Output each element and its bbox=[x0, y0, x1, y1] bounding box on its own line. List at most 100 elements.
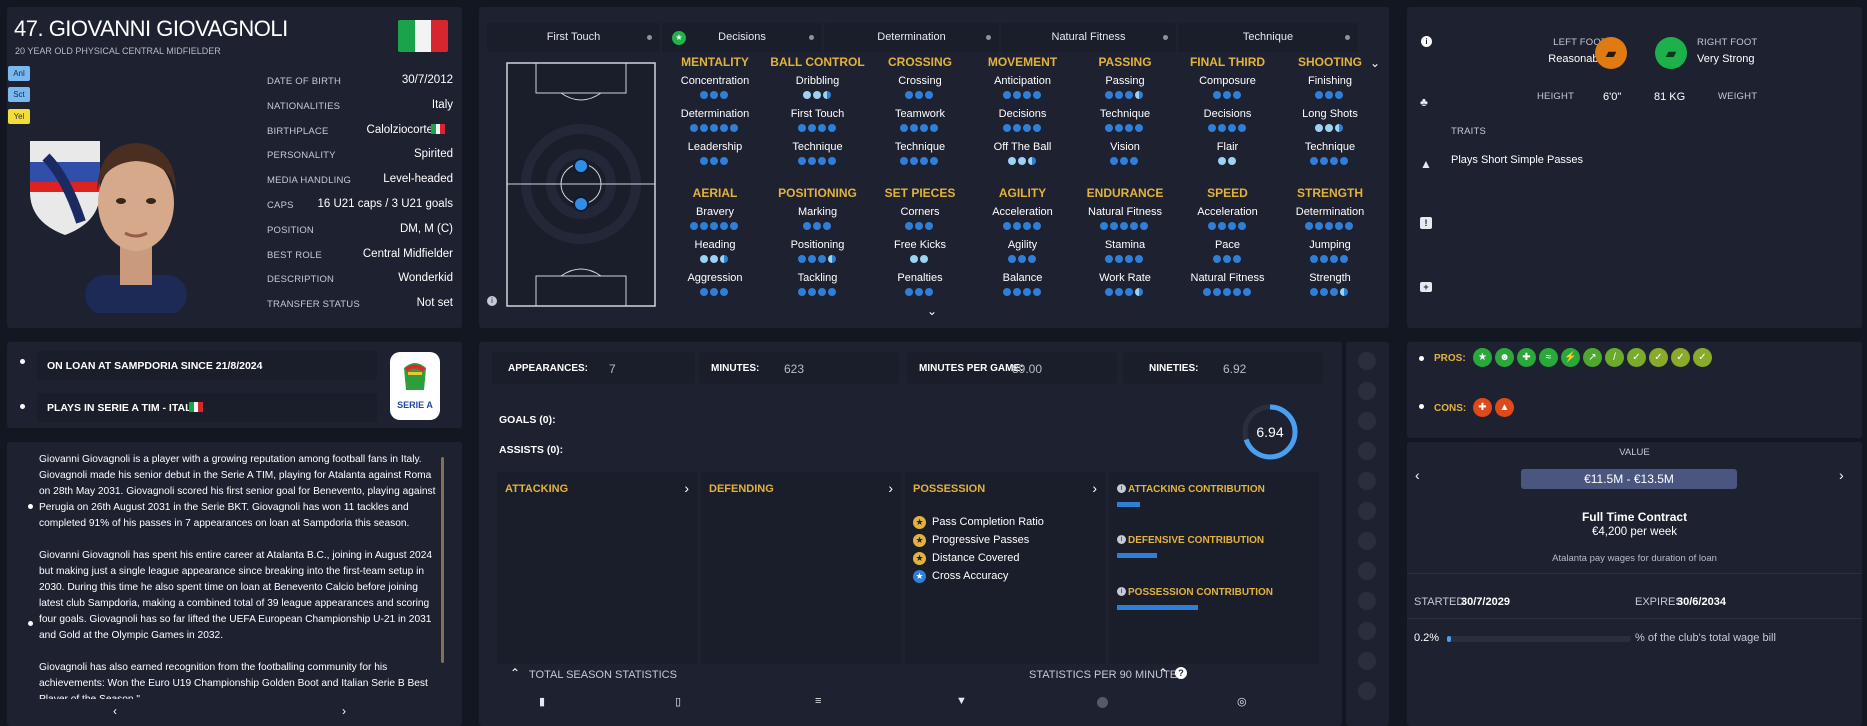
attribute-name[interactable]: Corners bbox=[900, 206, 940, 218]
attribute-name[interactable]: First Touch bbox=[790, 108, 845, 120]
chevron-up-icon[interactable]: ⌃ bbox=[1158, 666, 1169, 680]
info-icon[interactable]: i bbox=[1421, 36, 1432, 47]
boot-icon[interactable]: ▲ bbox=[1420, 157, 1432, 171]
attribute-name[interactable]: Vision bbox=[1110, 141, 1140, 153]
chevron-down-icon[interactable]: ⌄ bbox=[927, 304, 938, 318]
side-nav-icon[interactable] bbox=[1358, 412, 1376, 430]
runner-icon[interactable]: ≈ bbox=[1539, 348, 1558, 367]
league-row[interactable]: PLAYS IN SERIE A TIM - ITALY bbox=[37, 393, 377, 422]
target-icon[interactable]: ◎ bbox=[1237, 696, 1247, 708]
attribute-name[interactable]: Positioning bbox=[790, 239, 845, 251]
attribute-name[interactable]: Acceleration bbox=[1197, 206, 1258, 218]
attribute-name[interactable]: Anticipation bbox=[994, 75, 1051, 87]
tab-determination[interactable]: Determination bbox=[824, 23, 999, 52]
info-icon[interactable]: i bbox=[487, 296, 497, 306]
side-nav-icon[interactable] bbox=[1358, 382, 1376, 400]
alert-icon[interactable]: ! bbox=[1420, 217, 1432, 229]
attribute-name[interactable]: Finishing bbox=[1307, 75, 1353, 87]
tag-yel[interactable]: Yel bbox=[8, 109, 30, 124]
attribute-name[interactable]: Decisions bbox=[1203, 108, 1252, 120]
attribute-name[interactable]: Flair bbox=[1216, 141, 1239, 153]
side-nav-icon[interactable] bbox=[1358, 472, 1376, 490]
boot-icon[interactable]: / bbox=[1605, 348, 1624, 367]
defending-card[interactable]: DEFENDING › bbox=[701, 472, 901, 664]
attribute-name[interactable]: Free Kicks bbox=[894, 239, 946, 251]
attribute-name[interactable]: Jumping bbox=[1309, 239, 1351, 251]
shirt-icon[interactable]: ▼ bbox=[956, 695, 967, 707]
attribute-name[interactable]: Strength bbox=[1309, 272, 1351, 284]
card-icon[interactable]: ▯ bbox=[675, 696, 682, 708]
cross-icon[interactable]: ✚ bbox=[1517, 348, 1536, 367]
tackle-icon[interactable]: ⚡ bbox=[1561, 348, 1580, 367]
side-nav-icon[interactable] bbox=[1358, 652, 1376, 670]
side-nav-icon[interactable] bbox=[1358, 532, 1376, 550]
side-nav-icon[interactable] bbox=[1358, 622, 1376, 640]
check-icon[interactable]: ✓ bbox=[1649, 348, 1668, 367]
chevron-down-icon[interactable]: ⌄ bbox=[1370, 56, 1381, 70]
injury-icon[interactable]: ✚ bbox=[1473, 398, 1492, 417]
position-pitch[interactable] bbox=[506, 62, 656, 307]
attribute-name[interactable]: Marking bbox=[797, 206, 838, 218]
tab-technique[interactable]: Technique bbox=[1178, 23, 1358, 52]
per90-button[interactable]: STATISTICS PER 90 MINUTES bbox=[1029, 669, 1185, 681]
chevron-left-icon[interactable]: ‹ bbox=[113, 704, 117, 718]
attribute-name[interactable]: Determination bbox=[1295, 206, 1365, 218]
attribute-name[interactable]: Penalties bbox=[897, 272, 943, 284]
attribute-name[interactable]: Technique bbox=[894, 141, 946, 153]
attribute-name[interactable]: Composure bbox=[1199, 75, 1256, 87]
attribute-name[interactable]: Technique bbox=[1304, 141, 1356, 153]
attribute-name[interactable]: Acceleration bbox=[992, 206, 1053, 218]
attribute-name[interactable]: Technique bbox=[1099, 108, 1151, 120]
star-icon[interactable]: ★ bbox=[1473, 348, 1492, 367]
goals-label[interactable]: GOALS (0): bbox=[499, 414, 556, 426]
serie-a-logo[interactable]: SERIE A bbox=[390, 352, 440, 420]
attribute-name[interactable]: Determination bbox=[680, 108, 750, 120]
flask-icon[interactable]: ▲ bbox=[1495, 398, 1514, 417]
medical-bag-icon[interactable]: + bbox=[1420, 282, 1432, 292]
attribute-name[interactable]: Pace bbox=[1214, 239, 1241, 251]
trend-icon[interactable]: ↗ bbox=[1583, 348, 1602, 367]
tag-anl[interactable]: Anl bbox=[8, 66, 30, 81]
chevron-right-icon[interactable]: › bbox=[342, 704, 346, 718]
side-nav-icon[interactable] bbox=[1358, 682, 1376, 700]
side-nav-icon[interactable] bbox=[1358, 442, 1376, 460]
attribute-name[interactable]: Natural Fitness bbox=[1088, 206, 1162, 218]
list-icon[interactable]: ≡ bbox=[815, 695, 822, 707]
attribute-name[interactable]: Technique bbox=[792, 141, 843, 153]
tab-decisions[interactable]: ★ Decisions bbox=[662, 23, 822, 52]
chevron-up-icon[interactable]: ⌃ bbox=[510, 666, 521, 680]
attribute-name[interactable]: Tackling bbox=[797, 272, 838, 284]
check-icon[interactable]: ✓ bbox=[1693, 348, 1712, 367]
attribute-name[interactable]: Teamwork bbox=[894, 108, 946, 120]
attribute-name[interactable]: Dribbling bbox=[795, 75, 840, 87]
scrollbar[interactable] bbox=[441, 457, 444, 663]
help-icon[interactable]: ? bbox=[1175, 667, 1187, 679]
side-nav-icon[interactable] bbox=[1358, 592, 1376, 610]
attribute-name[interactable]: Natural Fitness bbox=[1190, 272, 1265, 284]
attribute-name[interactable]: Leadership bbox=[687, 141, 743, 153]
chevron-right-icon[interactable]: › bbox=[1839, 467, 1844, 483]
info-icon[interactable]: i bbox=[1117, 587, 1126, 596]
side-nav-icon[interactable] bbox=[1358, 562, 1376, 580]
attribute-name[interactable]: Crossing bbox=[898, 75, 942, 87]
attribute-name[interactable]: Concentration bbox=[680, 75, 750, 87]
attacking-card[interactable]: ATTACKING › bbox=[497, 472, 697, 664]
check-icon[interactable]: ✓ bbox=[1627, 348, 1646, 367]
check-icon[interactable]: ✓ bbox=[1671, 348, 1690, 367]
side-nav-icon[interactable] bbox=[1358, 502, 1376, 520]
plant-icon[interactable]: ♣ bbox=[1420, 95, 1428, 109]
attribute-name[interactable]: Off The Ball bbox=[993, 141, 1052, 153]
tag-sct[interactable]: Sct bbox=[8, 87, 30, 102]
info-icon[interactable]: i bbox=[1117, 484, 1126, 493]
attribute-name[interactable]: Stamina bbox=[1104, 239, 1146, 251]
attribute-name[interactable]: Work Rate bbox=[1099, 272, 1151, 284]
info-icon[interactable]: i bbox=[1117, 535, 1126, 544]
attribute-name[interactable]: Balance bbox=[1002, 272, 1043, 284]
circle-icon[interactable] bbox=[1097, 697, 1108, 708]
attribute-name[interactable]: Agility bbox=[1007, 239, 1038, 251]
chevron-left-icon[interactable]: ‹ bbox=[1415, 467, 1420, 483]
attribute-name[interactable]: Aggression bbox=[687, 272, 743, 284]
tab-first-touch[interactable]: First Touch bbox=[487, 23, 660, 52]
tab-natural-fitness[interactable]: Natural Fitness bbox=[1001, 23, 1176, 52]
attribute-name[interactable]: Bravery bbox=[696, 206, 734, 218]
